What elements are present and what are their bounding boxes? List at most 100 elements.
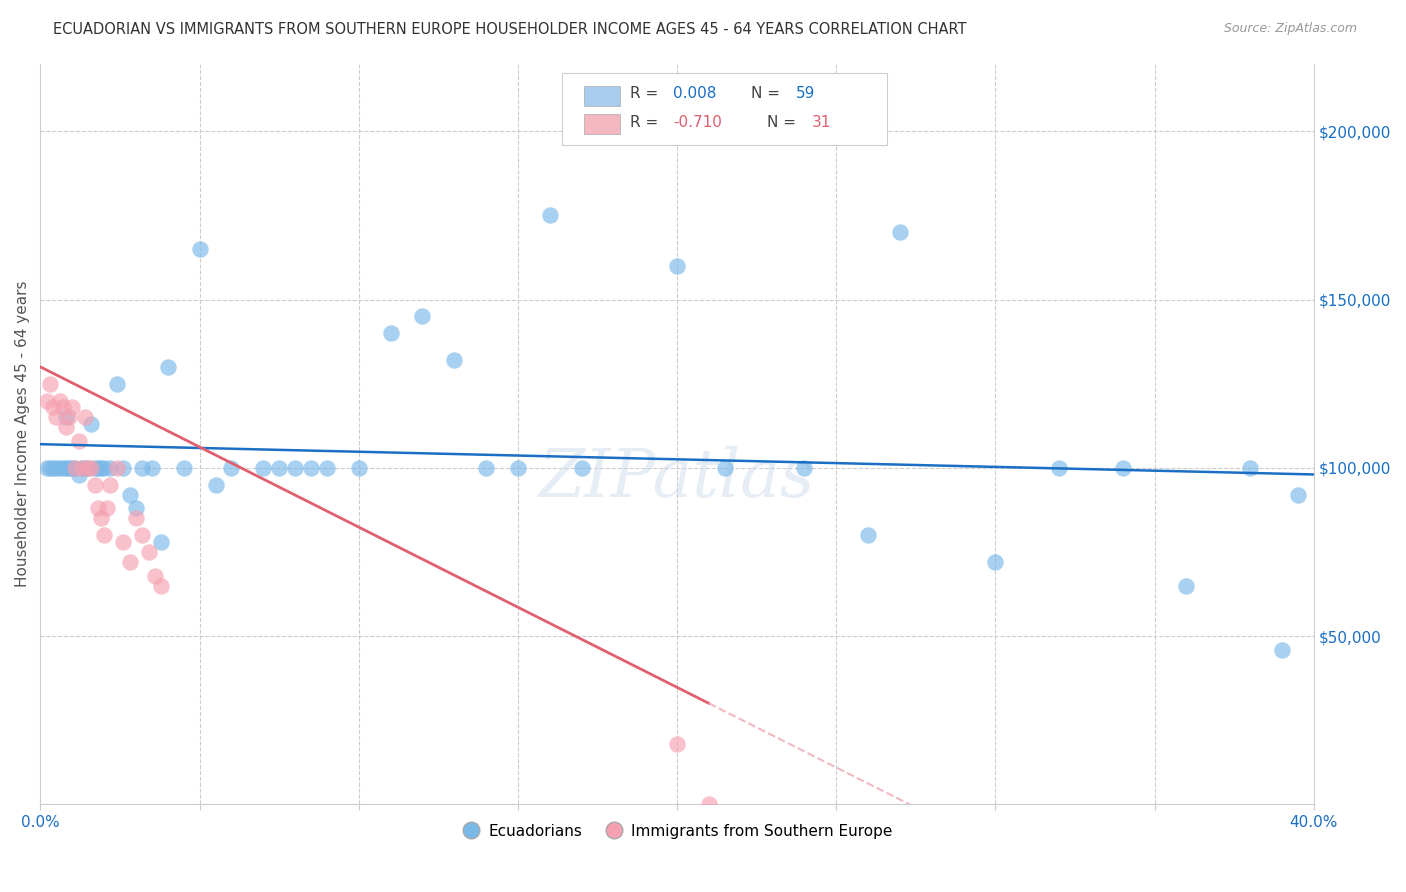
Point	[35, 460, 58, 475]
Point	[150, 534, 173, 549]
Text: 59: 59	[796, 86, 815, 101]
Point	[93, 460, 115, 475]
Text: 0.008: 0.008	[673, 86, 717, 101]
Point	[118, 555, 141, 569]
Point	[173, 460, 195, 475]
Point	[299, 460, 322, 475]
Point	[67, 467, 90, 482]
Point	[156, 359, 179, 374]
Point	[83, 477, 105, 491]
Point	[96, 501, 118, 516]
Point	[269, 460, 291, 475]
Point	[316, 460, 339, 475]
Point	[100, 460, 122, 475]
Point	[48, 460, 70, 475]
Text: N =: N =	[768, 115, 801, 130]
Point	[90, 460, 112, 475]
Point	[1175, 579, 1198, 593]
Point	[112, 534, 135, 549]
Point	[77, 460, 100, 475]
Point	[714, 460, 737, 475]
Point	[380, 326, 402, 341]
Point	[697, 797, 720, 812]
Point	[60, 460, 83, 475]
Point	[112, 460, 135, 475]
Point	[65, 460, 87, 475]
Point	[80, 417, 103, 431]
FancyBboxPatch shape	[583, 86, 620, 106]
Point	[1286, 488, 1309, 502]
Point	[443, 353, 465, 368]
Point	[411, 310, 433, 324]
Point	[87, 501, 110, 516]
Y-axis label: Householder Income Ages 45 - 64 years: Householder Income Ages 45 - 64 years	[15, 281, 30, 588]
Point	[666, 737, 689, 751]
Text: ZIPatlas: ZIPatlas	[538, 446, 815, 511]
Point	[141, 460, 163, 475]
Point	[538, 209, 561, 223]
Text: -0.710: -0.710	[673, 115, 723, 130]
Point	[39, 376, 62, 391]
Point	[52, 460, 75, 475]
Text: N =: N =	[751, 86, 785, 101]
Point	[42, 401, 65, 415]
Point	[221, 460, 243, 475]
Point	[58, 460, 80, 475]
Point	[889, 225, 911, 239]
Point	[856, 528, 879, 542]
FancyBboxPatch shape	[562, 73, 887, 145]
Point	[100, 477, 122, 491]
Point	[138, 545, 160, 559]
Point	[87, 460, 110, 475]
Point	[506, 460, 529, 475]
Point	[252, 460, 274, 475]
Point	[70, 460, 93, 475]
Point	[45, 410, 67, 425]
Point	[105, 376, 128, 391]
FancyBboxPatch shape	[583, 113, 620, 135]
Point	[90, 511, 112, 525]
Point	[58, 410, 80, 425]
Point	[52, 401, 75, 415]
Point	[80, 460, 103, 475]
Point	[1239, 460, 1261, 475]
Point	[984, 555, 1007, 569]
Point	[150, 579, 173, 593]
Point	[67, 434, 90, 448]
Point	[188, 242, 211, 256]
Text: R =: R =	[630, 86, 664, 101]
Point	[83, 460, 105, 475]
Point	[35, 393, 58, 408]
Point	[48, 393, 70, 408]
Point	[125, 511, 148, 525]
Legend: Ecuadorians, Immigrants from Southern Europe: Ecuadorians, Immigrants from Southern Eu…	[456, 818, 898, 845]
Point	[42, 460, 65, 475]
Point	[70, 460, 93, 475]
Point	[39, 460, 62, 475]
Point	[204, 477, 226, 491]
Point	[1112, 460, 1135, 475]
Point	[73, 460, 96, 475]
Point	[73, 410, 96, 425]
Point	[143, 568, 166, 582]
Point	[45, 460, 67, 475]
Text: ECUADORIAN VS IMMIGRANTS FROM SOUTHERN EUROPE HOUSEHOLDER INCOME AGES 45 - 64 YE: ECUADORIAN VS IMMIGRANTS FROM SOUTHERN E…	[53, 22, 967, 37]
Point	[77, 460, 100, 475]
Point	[1271, 642, 1294, 657]
Point	[118, 488, 141, 502]
Point	[131, 528, 153, 542]
Point	[93, 528, 115, 542]
Point	[793, 460, 815, 475]
Point	[131, 460, 153, 475]
Point	[65, 460, 87, 475]
Point	[105, 460, 128, 475]
Text: 31: 31	[813, 115, 831, 130]
Point	[284, 460, 307, 475]
Point	[55, 460, 77, 475]
Point	[55, 420, 77, 434]
Point	[60, 401, 83, 415]
Point	[666, 259, 689, 273]
Text: Source: ZipAtlas.com: Source: ZipAtlas.com	[1223, 22, 1357, 36]
Point	[475, 460, 498, 475]
Text: R =: R =	[630, 115, 664, 130]
